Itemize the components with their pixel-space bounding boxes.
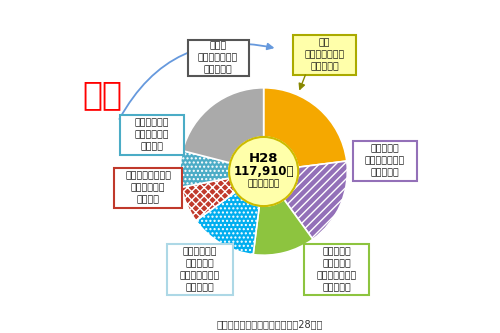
FancyBboxPatch shape [114,168,182,208]
Text: 動作の反動、
無理な動作
１５，０８１人
（１３％）: 動作の反動、 無理な動作 １５，０８１人 （１３％） [180,247,220,292]
Text: 出典：労働者死傷病報告（平成28年）: 出典：労働者死傷病報告（平成28年） [217,320,323,330]
FancyBboxPatch shape [167,244,232,295]
Text: 墜落・転落
２０，０９４人
（１７％）: 墜落・転落 ２０，０９４人 （１７％） [364,144,405,177]
Text: H28: H28 [249,152,278,165]
FancyBboxPatch shape [304,244,369,295]
FancyArrowPatch shape [120,44,272,119]
FancyBboxPatch shape [293,35,356,75]
Text: その他
２５，２０５人
（２１％）: その他 ２５，２０５人 （２１％） [198,41,238,74]
Text: はさまれ・
巻き込まれ
１４，１３６人
（１２％）: はさまれ・ 巻き込まれ １４，１３６人 （１２％） [316,247,356,292]
Wedge shape [182,178,236,221]
Wedge shape [264,88,346,167]
Text: 切れ・こすれ
８，１１７人
（７％）: 切れ・こすれ ８，１１７人 （７％） [134,119,169,152]
Wedge shape [196,192,260,254]
Wedge shape [182,88,264,163]
FancyBboxPatch shape [120,115,184,155]
Text: （死傷者数）: （死傷者数） [248,180,280,189]
Wedge shape [284,161,348,239]
Wedge shape [180,151,230,187]
Text: ４倍: ４倍 [82,78,122,111]
FancyBboxPatch shape [188,40,248,76]
Wedge shape [253,199,313,255]
Text: 転倒
２７，１５２人
（２３％）: 転倒 ２７，１５２人 （２３％） [304,38,344,72]
Circle shape [229,137,298,206]
Text: 117,910人: 117,910人 [234,165,294,178]
Text: 交通事故（道路）
８，１２５人
（７％）: 交通事故（道路） ８，１２５人 （７％） [125,171,171,204]
FancyBboxPatch shape [353,141,416,180]
